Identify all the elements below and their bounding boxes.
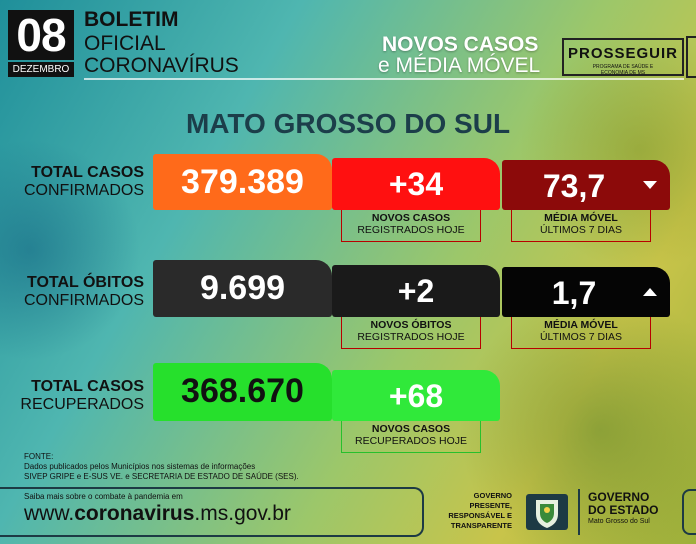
recovered-new-label: NOVOS CASOS RECUPERADOS HOJE [341, 421, 481, 453]
footer-url-frame [0, 487, 424, 537]
bulletin-title-3: CORONAVÍRUS [84, 54, 239, 77]
bulletin-title-2: OFICIAL [84, 32, 166, 55]
deaths-new-box: +2 [332, 265, 500, 317]
state-title: MATO GROSSO DO SUL [185, 108, 511, 139]
prosseguir-logo: PROSSEGUIR PROGRAMA DE SAÚDE E ECONOMIA … [562, 38, 684, 76]
recovered-label: TOTAL CASOS RECUPERADOS [20, 378, 144, 413]
header: 08 DEZEMBRO BOLETIM OFICIAL CORONAVÍRUS … [0, 0, 696, 80]
logo-sub-1: PROGRAMA DE SAÚDE E [592, 64, 654, 70]
deaths-avg-label: MÉDIA MÓVEL ÚLTIMOS 7 DIAS [511, 317, 651, 349]
deaths-new-label: NOVOS ÓBITOS REGISTRADOS HOJE [341, 317, 481, 349]
state-crest-icon [526, 494, 568, 530]
header-divider [84, 78, 684, 80]
deaths-avg-box: 1,7 [502, 267, 670, 317]
date-month: DEZEMBRO [8, 62, 74, 77]
header-edge-frame [686, 36, 696, 78]
header-title-2: e MÉDIA MÓVEL [378, 54, 541, 77]
source-note: FONTE: Dados publicados pelos Municípios… [24, 452, 299, 481]
header-title-1: NOVOS CASOS [382, 33, 539, 56]
bulletin-title-1: BOLETIM [84, 8, 179, 31]
logo-sub-2: ECONOMIA DE MS [600, 70, 646, 76]
date-day: 08 [8, 10, 74, 60]
cases-new-label: NOVOS CASOS REGISTRADOS HOJE [341, 210, 481, 242]
footer-info-text: Saiba mais sobre o combate à pandemia em [24, 492, 183, 501]
trend-up-icon [643, 288, 657, 296]
deaths-label: TOTAL ÓBITOS CONFIRMADOS [24, 274, 144, 309]
cases-total-box: 379.389 [153, 154, 332, 210]
cases-label: TOTAL CASOS CONFIRMADOS [24, 164, 144, 199]
logo-main: PROSSEGUIR [567, 45, 679, 62]
footer-edge-frame [682, 489, 696, 535]
gov-slogan: GOVERNO PRESENTE, RESPONSÁVEL E TRANSPAR… [448, 491, 512, 530]
deaths-total-box: 9.699 [153, 260, 332, 317]
cases-new-box: +34 [332, 158, 500, 210]
recovered-new-box: +68 [332, 370, 500, 421]
footer-url[interactable]: www.coronavirus.ms.gov.br [24, 502, 291, 525]
cases-avg-label: MÉDIA MÓVEL ÚLTIMOS 7 DIAS [511, 210, 651, 242]
gov-logo-box: GOVERNO DO ESTADO Mato Grosso do Sul [578, 489, 672, 535]
cases-avg-box: 73,7 [502, 160, 670, 210]
trend-down-icon [643, 181, 657, 189]
recovered-total-box: 368.670 [153, 363, 332, 421]
